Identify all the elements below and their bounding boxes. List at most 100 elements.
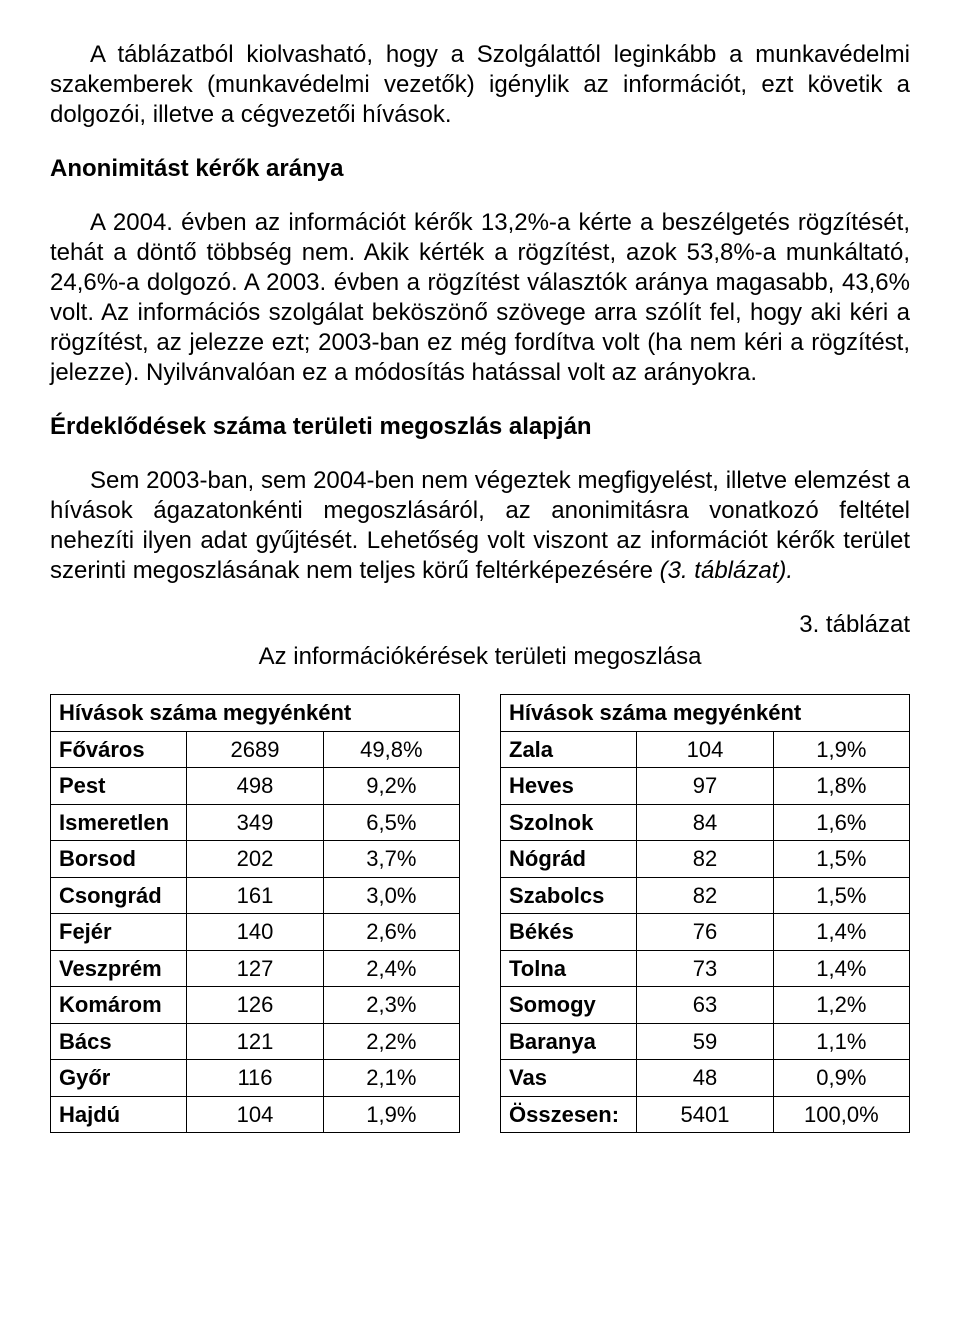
call-count: 76 — [637, 914, 773, 951]
call-count: 2689 — [187, 731, 323, 768]
call-count: 116 — [187, 1060, 323, 1097]
call-percent: 2,6% — [323, 914, 459, 951]
call-percent: 1,8% — [773, 768, 909, 805]
table-row: Békés761,4% — [501, 914, 910, 951]
call-count: 84 — [637, 804, 773, 841]
call-count: 126 — [187, 987, 323, 1024]
table-row: Ismeretlen3496,5% — [51, 804, 460, 841]
section-title-regional: Érdeklődések száma területi megoszlás al… — [50, 412, 910, 442]
county-name: Csongrád — [51, 877, 187, 914]
table-caption: Az információkérések területi megoszlása — [259, 643, 702, 670]
call-count: 121 — [187, 1023, 323, 1060]
table-right: Hívások száma megyénként Zala1041,9%Heve… — [500, 694, 910, 1133]
table-row: Baranya591,1% — [501, 1023, 910, 1060]
county-name: Győr — [51, 1060, 187, 1097]
call-percent: 2,1% — [323, 1060, 459, 1097]
table-row: Összesen:5401100,0% — [501, 1096, 910, 1133]
table-right-header: Hívások száma megyénként — [501, 695, 910, 732]
table-row: Bács1212,2% — [51, 1023, 460, 1060]
county-name: Nógrád — [501, 841, 637, 878]
table-row: Nógrád821,5% — [501, 841, 910, 878]
call-count: 161 — [187, 877, 323, 914]
call-percent: 49,8% — [323, 731, 459, 768]
table-row: Győr1162,1% — [51, 1060, 460, 1097]
county-name: Ismeretlen — [51, 804, 187, 841]
call-count: 73 — [637, 950, 773, 987]
call-count: 140 — [187, 914, 323, 951]
county-name: Baranya — [501, 1023, 637, 1060]
table-row: Zala1041,9% — [501, 731, 910, 768]
county-name: Fejér — [51, 914, 187, 951]
regional-paragraph-ref: (3. táblázat). — [660, 557, 793, 584]
county-name: Heves — [501, 768, 637, 805]
county-name: Pest — [51, 768, 187, 805]
call-count: 82 — [637, 877, 773, 914]
table-row: Borsod2023,7% — [51, 841, 460, 878]
call-count: 202 — [187, 841, 323, 878]
call-count: 5401 — [637, 1096, 773, 1133]
table-row: Komárom1262,3% — [51, 987, 460, 1024]
county-name: Tolna — [501, 950, 637, 987]
county-name: Veszprém — [51, 950, 187, 987]
call-count: 82 — [637, 841, 773, 878]
county-name: Főváros — [51, 731, 187, 768]
table-row: Főváros268949,8% — [51, 731, 460, 768]
call-count: 349 — [187, 804, 323, 841]
county-name: Zala — [501, 731, 637, 768]
table-row: Szolnok841,6% — [501, 804, 910, 841]
call-percent: 1,1% — [773, 1023, 909, 1060]
call-percent: 2,2% — [323, 1023, 459, 1060]
call-percent: 2,3% — [323, 987, 459, 1024]
call-percent: 1,9% — [773, 731, 909, 768]
county-name: Békés — [501, 914, 637, 951]
call-percent: 2,4% — [323, 950, 459, 987]
section-title-anonymity: Anonimitást kérők aránya — [50, 154, 910, 184]
table-row: Fejér1402,6% — [51, 914, 460, 951]
regional-paragraph: Sem 2003-ban, sem 2004-ben nem végeztek … — [50, 466, 910, 586]
call-percent: 9,2% — [323, 768, 459, 805]
table-row: Pest4989,2% — [51, 768, 460, 805]
table-row: Tolna731,4% — [501, 950, 910, 987]
table-row: Szabolcs821,5% — [501, 877, 910, 914]
call-percent: 3,0% — [323, 877, 459, 914]
call-count: 63 — [637, 987, 773, 1024]
table-row: Veszprém1272,4% — [51, 950, 460, 987]
tables-container: Hívások száma megyénként Főváros268949,8… — [50, 694, 910, 1133]
county-name: Szabolcs — [501, 877, 637, 914]
intro-paragraph: A táblázatból kiolvasható, hogy a Szolgá… — [50, 40, 910, 130]
call-count: 498 — [187, 768, 323, 805]
call-count: 104 — [637, 731, 773, 768]
call-percent: 0,9% — [773, 1060, 909, 1097]
call-count: 127 — [187, 950, 323, 987]
call-count: 48 — [637, 1060, 773, 1097]
call-count: 97 — [637, 768, 773, 805]
table-row: Vas480,9% — [501, 1060, 910, 1097]
call-percent: 3,7% — [323, 841, 459, 878]
county-name: Bács — [51, 1023, 187, 1060]
anonymity-paragraph: A 2004. évben az információt kérők 13,2%… — [50, 208, 910, 388]
county-name: Összesen: — [501, 1096, 637, 1133]
call-percent: 1,4% — [773, 950, 909, 987]
call-count: 59 — [637, 1023, 773, 1060]
table-number-label: 3. táblázat — [799, 610, 910, 640]
call-percent: 1,5% — [773, 841, 909, 878]
county-name: Borsod — [51, 841, 187, 878]
call-percent: 1,4% — [773, 914, 909, 951]
call-percent: 1,9% — [323, 1096, 459, 1133]
call-percent: 1,5% — [773, 877, 909, 914]
table-row: Csongrád1613,0% — [51, 877, 460, 914]
call-percent: 6,5% — [323, 804, 459, 841]
call-percent: 1,2% — [773, 987, 909, 1024]
table-row: Heves971,8% — [501, 768, 910, 805]
county-name: Szolnok — [501, 804, 637, 841]
table-left: Hívások száma megyénként Főváros268949,8… — [50, 694, 460, 1133]
county-name: Komárom — [51, 987, 187, 1024]
call-count: 104 — [187, 1096, 323, 1133]
table-row: Hajdú1041,9% — [51, 1096, 460, 1133]
call-percent: 1,6% — [773, 804, 909, 841]
county-name: Hajdú — [51, 1096, 187, 1133]
table-left-header: Hívások száma megyénként — [51, 695, 460, 732]
call-percent: 100,0% — [773, 1096, 909, 1133]
county-name: Vas — [501, 1060, 637, 1097]
county-name: Somogy — [501, 987, 637, 1024]
